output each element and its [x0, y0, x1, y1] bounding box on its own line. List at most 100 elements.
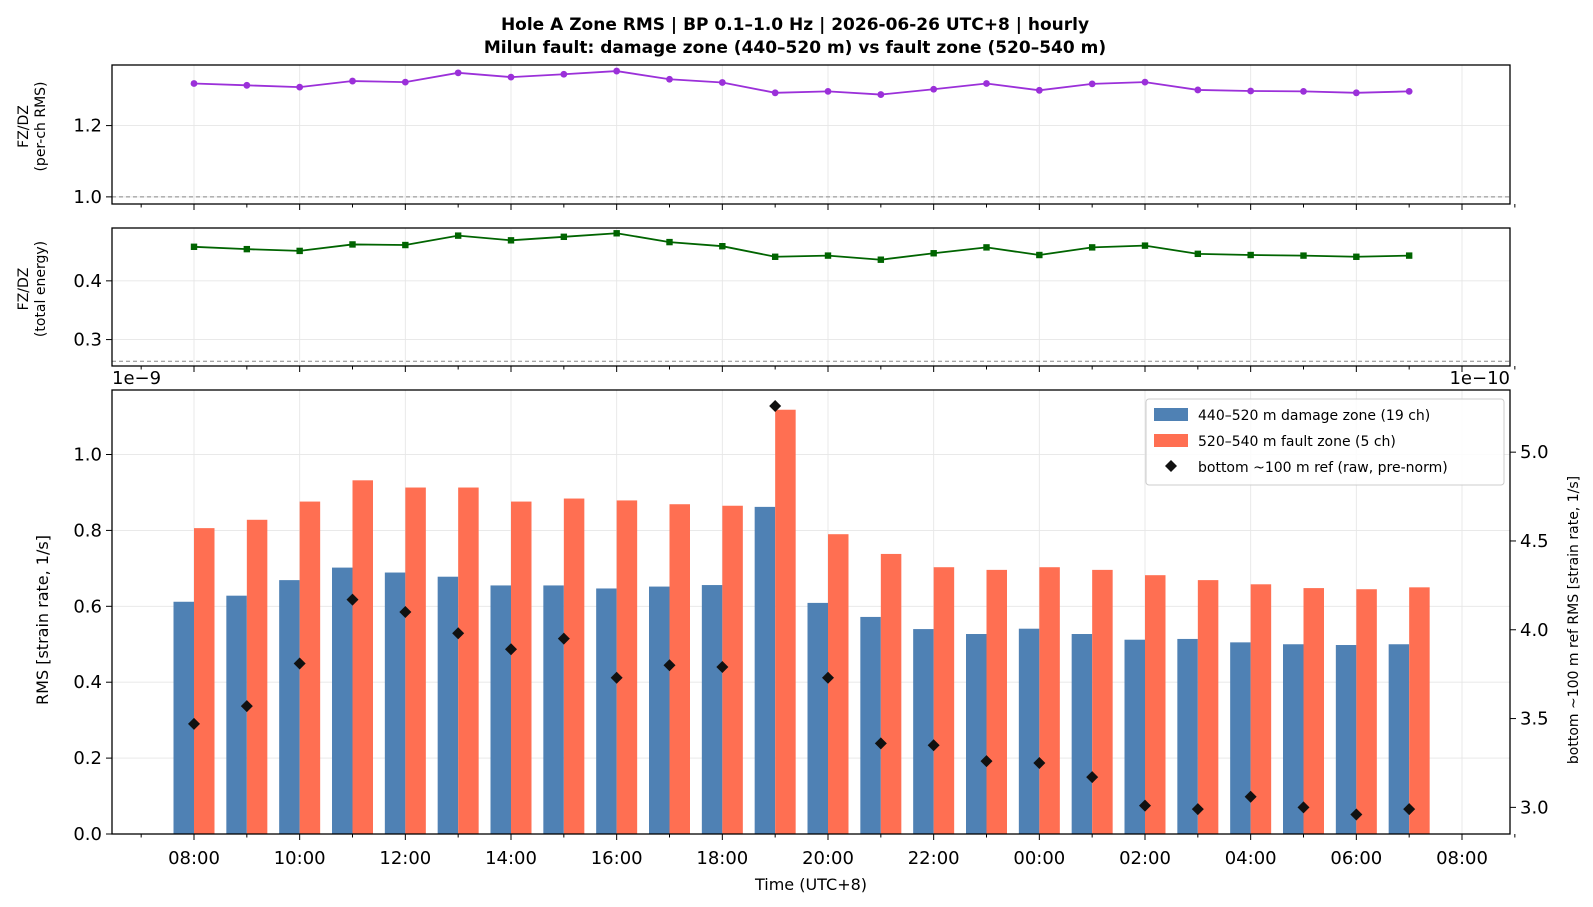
figure-title: Hole A Zone RMS | BP 0.1–1.0 Hz | 2026-0…: [501, 15, 1089, 35]
ratio-rms-point: [824, 87, 832, 95]
bottom-ref-marker: [557, 632, 570, 645]
ratio-rms-point: [1088, 80, 1096, 88]
ratio-rms-point: [877, 91, 885, 98]
damage-zone-bar: [860, 616, 881, 834]
ratio-rms-point: [507, 73, 515, 81]
fault-zone-bar: [563, 498, 585, 834]
ratio-energy-point: [454, 232, 462, 239]
ratio-energy-point: [1353, 253, 1360, 260]
ratio-energy-series-line: [193, 232, 1410, 261]
ratio-rms-point: [454, 69, 462, 77]
ratio-rms-point: [1247, 87, 1255, 95]
bottom-ref-marker: [1350, 808, 1363, 821]
ratio-rms-point: [771, 89, 779, 97]
bottom-ref-marker: [240, 700, 253, 713]
rms-y-tick-label: 0.6: [73, 596, 102, 617]
bottom-ref-marker: [346, 593, 359, 606]
damage-zone-bar: [1335, 645, 1357, 834]
bottom-ref-marker: [293, 657, 306, 670]
bottom-ref-marker: [716, 661, 729, 674]
rms-x-tick-label: 14:00: [485, 848, 537, 869]
damage-zone-bar: [966, 634, 987, 834]
bottom-ref-marker: [1086, 771, 1099, 784]
ratio-energy-y-tick-label: 0.3: [73, 330, 102, 351]
ratio-rms-point: [401, 78, 409, 86]
right-y-label: bottom ~100 m ref RMS [strain rate, 1/s]: [1566, 476, 1582, 764]
damage-zone-bar: [1071, 634, 1093, 834]
fault-zone-bar: [933, 567, 955, 834]
ratio-rms-point: [243, 81, 251, 89]
legend-swatch-fault-zone: [1154, 434, 1188, 447]
rms-y-label: RMS [strain rate, 1/s]: [33, 535, 52, 705]
ratio-energy-point: [296, 247, 303, 255]
damage-zone-bar: [649, 586, 670, 834]
fault-zone-bar: [1303, 588, 1324, 834]
fault-zone-bar: [1250, 584, 1272, 834]
damage-zone-bar: [596, 588, 617, 834]
bottom-ref-marker: [769, 399, 782, 412]
bottom-ref-marker: [399, 606, 412, 618]
damage-zone-bar: [1230, 642, 1251, 834]
fault-zone-bar: [1092, 569, 1113, 834]
fault-zone-bar: [828, 534, 849, 834]
ratio-rms-series-line: [193, 70, 1410, 96]
ratio-rms-point: [190, 80, 198, 87]
legend-swatch-damage-zone: [1154, 408, 1188, 421]
legend-marker-bottom-ref: [1165, 460, 1177, 472]
rms-y-tick-label: 0.2: [73, 748, 102, 769]
x-axis-label: Time (UTC+8): [754, 875, 867, 894]
right-y-tick-label: 4.5: [1520, 531, 1549, 552]
fault-zone-bar: [246, 519, 268, 834]
rms-y-tick-label: 0.8: [73, 520, 102, 541]
ratio-rms-point: [1035, 86, 1043, 94]
damage-zone-bar: [173, 601, 194, 834]
ratio-energy-y-label: FZ/DZ(total energy): [16, 241, 49, 337]
rms-x-tick-label: 12:00: [379, 848, 431, 869]
bottom-ref-marker: [188, 717, 200, 730]
right-y-tick-label: 3.0: [1520, 797, 1549, 818]
rms-x-tick-label: 10:00: [274, 848, 326, 869]
ratio-rms-axes-frame: [111, 64, 1511, 205]
damage-zone-bar: [807, 602, 828, 834]
bottom-ref-marker: [874, 737, 887, 750]
ratio-rms-point: [560, 70, 568, 78]
damage-zone-bar: [1177, 638, 1198, 834]
rms-x-tick-label: 20:00: [802, 848, 854, 869]
bottom-ref-marker: [1139, 799, 1151, 812]
rms-x-tick-label: 18:00: [696, 848, 748, 869]
bottom-ref-marker: [1297, 801, 1310, 814]
plot-layer: 1.0 1.2 FZ/DZ(per-ch RMS) 0.3 0.4 FZ/DZ(total…: [16, 64, 1582, 894]
ratio-energy-point: [983, 244, 990, 251]
bottom-ref-marker: [927, 739, 940, 752]
ratio-energy-point: [507, 237, 515, 244]
ratio-rms-y-tick-label: 1.2: [73, 116, 102, 137]
ratio-energy-point: [771, 253, 779, 260]
ratio-energy-point: [243, 245, 251, 253]
damage-zone-bar: [490, 585, 511, 834]
bottom-ref-marker: [822, 671, 834, 684]
damage-zone-bar: [543, 585, 564, 834]
right-y-tick-label: 3.5: [1520, 709, 1549, 730]
bottom-ref-marker: [452, 627, 465, 640]
rms-x-tick-label: 16:00: [591, 848, 643, 869]
ratio-rms-point: [296, 83, 304, 91]
bottom-ref-marker: [1244, 790, 1257, 803]
rms-x-tick-label: 22:00: [908, 848, 960, 869]
rms-y-tick-label: 0.4: [73, 672, 102, 693]
damage-zone-bar: [279, 580, 300, 834]
ratio-rms-point: [1194, 86, 1202, 94]
ratio-rms-point: [1352, 89, 1360, 97]
ratio-rms-point: [613, 67, 621, 75]
ratio-energy-axes-frame: [111, 227, 1511, 367]
ratio-rms-point: [718, 79, 726, 86]
ratio-energy-point: [402, 241, 409, 249]
fault-zone-bar: [1197, 580, 1219, 834]
ratio-rms-point: [930, 85, 938, 93]
ratio-rms-point: [1141, 78, 1149, 86]
bottom-ref-marker: [1191, 803, 1204, 816]
fault-zone-bar: [194, 528, 215, 834]
ratio-energy-point: [1247, 251, 1254, 259]
right-offset-label: 1e−10: [1449, 368, 1510, 389]
rms-x-tick-label: 08:00: [1436, 848, 1488, 869]
damage-zone-bar: [754, 506, 776, 834]
